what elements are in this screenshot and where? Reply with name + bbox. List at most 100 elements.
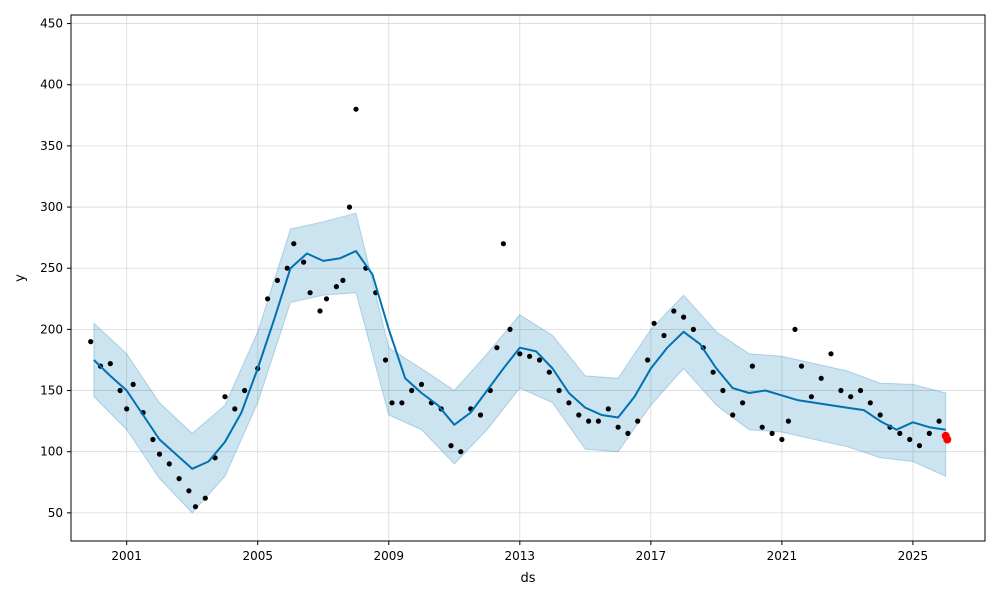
x-tick-label: 2001 xyxy=(111,549,142,563)
observed-point xyxy=(867,400,873,406)
observed-point xyxy=(307,290,313,296)
observed-point xyxy=(808,394,815,400)
observed-point xyxy=(232,406,238,412)
observed-point xyxy=(202,495,208,501)
observed-point xyxy=(536,357,543,363)
observed-point xyxy=(186,488,192,494)
observed-point xyxy=(645,357,651,363)
observed-point xyxy=(671,308,677,314)
observed-point xyxy=(769,430,775,436)
observed-point xyxy=(916,443,923,449)
y-tick-label: 100 xyxy=(40,445,63,459)
observed-point xyxy=(353,106,359,112)
observed-point xyxy=(651,320,657,326)
observed-point xyxy=(88,339,94,345)
observed-point xyxy=(284,265,290,271)
observed-point xyxy=(710,369,716,375)
observed-point xyxy=(500,241,506,247)
observed-point xyxy=(107,361,113,367)
observed-point xyxy=(409,387,415,394)
observed-point xyxy=(907,436,913,443)
observed-point xyxy=(265,296,271,302)
highlight-points-layer xyxy=(941,431,952,444)
observed-point xyxy=(556,387,562,394)
observed-point xyxy=(242,387,248,394)
observed-point xyxy=(477,412,484,418)
observed-point xyxy=(818,375,824,381)
observed-point xyxy=(759,424,765,430)
y-tick-label: 50 xyxy=(48,506,63,520)
observed-point xyxy=(301,259,307,265)
x-tick-label: 2013 xyxy=(505,549,536,563)
x-axis-ticks: 2001 2005 2009 2013 2017 2021 2025 xyxy=(111,541,928,563)
observed-point xyxy=(730,412,736,418)
uncertainty-band-layer xyxy=(93,212,947,514)
observed-point xyxy=(936,418,942,424)
observed-point xyxy=(458,449,464,455)
observed-point xyxy=(527,353,533,359)
y-tick-label: 150 xyxy=(40,384,63,398)
observed-point xyxy=(926,430,932,436)
observed-point xyxy=(291,241,297,247)
uncertainty-band xyxy=(93,212,947,514)
observed-point xyxy=(792,326,798,332)
observed-point xyxy=(586,418,592,424)
observed-point xyxy=(517,351,523,357)
observed-point xyxy=(399,400,405,406)
x-tick-label: 2009 xyxy=(373,549,404,563)
observed-point xyxy=(389,400,395,406)
observed-point xyxy=(382,357,389,363)
observed-point xyxy=(124,406,130,412)
y-tick-label: 250 xyxy=(40,261,63,275)
observed-points-layer xyxy=(88,106,942,510)
observed-point xyxy=(150,436,156,443)
y-tick-label: 200 xyxy=(40,322,63,336)
observed-point xyxy=(166,461,172,467)
x-axis-label: ds xyxy=(520,571,535,586)
observed-point xyxy=(448,443,454,449)
y-tick-label: 300 xyxy=(40,200,63,214)
x-tick-label: 2021 xyxy=(767,549,798,563)
observed-point xyxy=(274,277,280,283)
observed-point xyxy=(494,345,500,351)
observed-point xyxy=(690,326,697,332)
y-axis-label: y xyxy=(13,274,28,282)
observed-point xyxy=(340,277,346,283)
forecast-line xyxy=(93,250,946,470)
y-tick-label: 450 xyxy=(40,17,63,31)
observed-point xyxy=(838,387,844,394)
observed-point xyxy=(333,284,339,290)
y-tick-label: 350 xyxy=(40,139,63,153)
x-tick-label: 2025 xyxy=(898,549,929,563)
observed-point xyxy=(192,504,199,510)
highlight-point xyxy=(943,435,952,444)
observed-point xyxy=(176,476,182,482)
observed-point xyxy=(857,387,864,394)
observed-point xyxy=(720,387,726,394)
grid-lines xyxy=(71,15,985,541)
observed-point xyxy=(681,314,687,320)
observed-point xyxy=(507,326,513,332)
observed-point xyxy=(156,451,163,457)
observed-point xyxy=(785,418,792,424)
observed-point xyxy=(346,204,353,210)
y-axis-ticks: 50 100 150 200 250 300 350 400 450 xyxy=(40,17,71,520)
forecast-line-layer xyxy=(93,250,946,470)
observed-point xyxy=(595,418,602,424)
observed-point xyxy=(418,381,425,387)
observed-point xyxy=(317,308,323,314)
observed-point xyxy=(740,400,746,406)
observed-point xyxy=(798,363,805,369)
x-tick-label: 2005 xyxy=(242,549,273,563)
observed-point xyxy=(605,406,611,412)
observed-point xyxy=(117,387,123,394)
observed-point xyxy=(848,394,854,400)
observed-point xyxy=(323,296,330,302)
observed-point xyxy=(130,381,136,387)
observed-point xyxy=(566,400,572,406)
observed-point xyxy=(779,436,785,443)
plot-frame xyxy=(70,14,986,542)
x-tick-label: 2017 xyxy=(636,549,667,563)
